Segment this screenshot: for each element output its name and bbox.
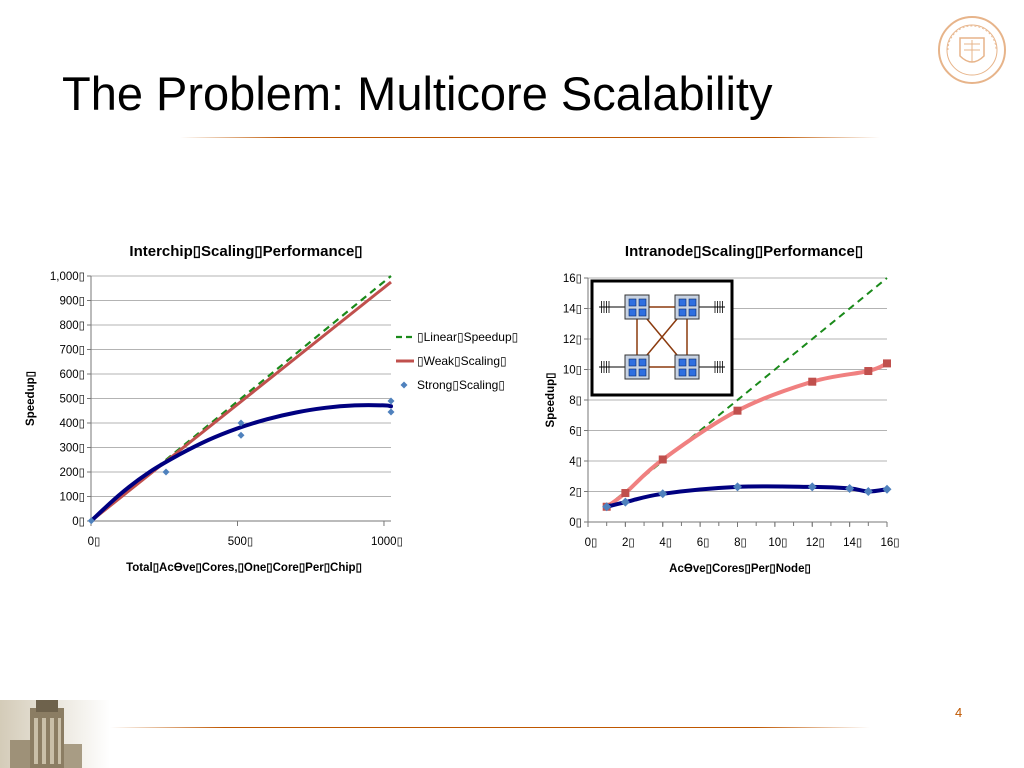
x-tick-label: 1000▯ <box>371 536 403 548</box>
y-tick-label: 500▯ <box>59 394 85 406</box>
strong-scaling-point <box>237 431 245 439</box>
chart-title: Interchip▯Scaling▯Performance▯ <box>129 243 362 260</box>
x-tick-label: 12▯ <box>806 537 825 549</box>
y-tick-label: 16▯ <box>563 273 582 285</box>
strong-scaling-curve <box>604 484 889 509</box>
strong-scaling-point <box>602 502 612 512</box>
core <box>628 308 637 317</box>
strong-scaling-point <box>658 489 668 499</box>
university-seal-logo <box>938 16 1006 84</box>
y-tick-label: 700▯ <box>59 345 85 357</box>
legend-swatch-strong <box>400 381 408 389</box>
y-tick-label: 1,000▯ <box>50 271 85 283</box>
y-tick-label: 14▯ <box>563 304 582 316</box>
strong-scaling-point <box>387 408 395 416</box>
weak-scaling-point <box>658 455 667 464</box>
strong-scaling-point <box>387 397 395 405</box>
strong-scaling-point <box>863 487 873 496</box>
core <box>628 298 637 307</box>
x-axis-label: Total▯AcƟve▯Cores,▯One▯Core▯Per▯Chip▯ <box>126 562 362 574</box>
slide-title: The Problem: Multicore Scalability <box>62 67 773 120</box>
y-tick-label: 600▯ <box>59 369 85 381</box>
strong-scaling-point <box>237 419 245 427</box>
y-tick-label: 6▯ <box>569 426 582 438</box>
core <box>638 308 647 317</box>
strong-scaling-point <box>162 468 170 476</box>
y-tick-label: 400▯ <box>59 418 85 430</box>
legend-label-strong: Strong▯Scaling▯ <box>417 378 505 392</box>
y-tick-label: 900▯ <box>59 296 85 308</box>
intranode-scaling-chart: Intranode▯Scaling▯Performance▯ 0▯ 2▯ 4▯ 6▯ 8▯… <box>545 243 900 575</box>
x-tick-label: 500▯ <box>228 536 254 548</box>
x-tick-label: 0▯ <box>585 537 598 549</box>
title-underline <box>180 137 880 138</box>
core <box>688 298 697 307</box>
y-tick-label: 2▯ <box>569 487 582 499</box>
x-tick-label: 8▯ <box>734 537 747 549</box>
page-number: 4 <box>955 705 963 720</box>
weak-scaling-line <box>90 280 392 522</box>
x-tick-label: 16▯ <box>880 537 899 549</box>
y-axis-label: Speedup▯ <box>545 373 557 428</box>
x-axis-label: AcƟve▯Cores▯Per▯Node▯ <box>669 563 811 575</box>
x-tick-label: 14▯ <box>843 537 862 549</box>
y-tick-label: 100▯ <box>59 492 85 504</box>
core <box>678 298 687 307</box>
x-tick-label: 2▯ <box>622 537 635 549</box>
strong-scaling-point <box>807 482 817 492</box>
legend-label-linear: ▯Linear▯Speedup▯ <box>417 330 518 344</box>
weak-scaling-point <box>864 367 873 376</box>
core <box>678 358 687 367</box>
core <box>678 308 687 317</box>
core <box>638 368 647 377</box>
y-tick-label: 10▯ <box>563 365 582 377</box>
strong-scaling-point <box>845 483 855 493</box>
strong-scaling-point <box>733 482 742 492</box>
x-tick-label: 0▯ <box>88 536 101 548</box>
core <box>688 368 697 377</box>
strong-scaling-trendline <box>89 403 393 523</box>
y-tick-label: 0▯ <box>569 517 582 529</box>
y-tick-label: 12▯ <box>563 334 582 346</box>
footer-rule <box>110 727 870 728</box>
y-axis-label: Speedup▯ <box>25 371 37 426</box>
strong-scaling-point <box>87 517 95 525</box>
node-diagram-inset <box>590 279 734 397</box>
x-tick-label: 10▯ <box>768 537 787 549</box>
y-tick-label: 0▯ <box>72 516 85 528</box>
core <box>638 358 647 367</box>
core <box>688 358 697 367</box>
core <box>688 308 697 317</box>
x-tick-label: 6▯ <box>697 537 710 549</box>
y-tick-label: 800▯ <box>59 320 85 332</box>
chart-title: Intranode▯Scaling▯Performance▯ <box>625 243 863 260</box>
weak-scaling-point <box>883 359 891 368</box>
weak-scaling-point <box>808 377 817 386</box>
y-tick-label: 8▯ <box>569 395 582 407</box>
y-tick-label: 4▯ <box>569 456 582 468</box>
strong-scaling-point <box>620 497 630 507</box>
strong-scaling-point <box>882 484 892 494</box>
weak-scaling-point <box>621 489 630 498</box>
legend-label-weak: ▯Weak▯Scaling▯ <box>417 354 507 368</box>
core <box>628 358 637 367</box>
y-tick-label: 300▯ <box>59 443 85 455</box>
x-tick-label: 4▯ <box>659 537 672 549</box>
interchip-scaling-chart: Interchip▯Scaling▯Performance▯ 0▯ 100▯ 200▯… <box>25 243 518 574</box>
core <box>678 368 687 377</box>
weak-scaling-point <box>733 406 742 415</box>
y-tick-label: 200▯ <box>59 467 85 479</box>
core <box>638 298 647 307</box>
university-tower-image <box>0 700 110 768</box>
core <box>628 368 637 377</box>
